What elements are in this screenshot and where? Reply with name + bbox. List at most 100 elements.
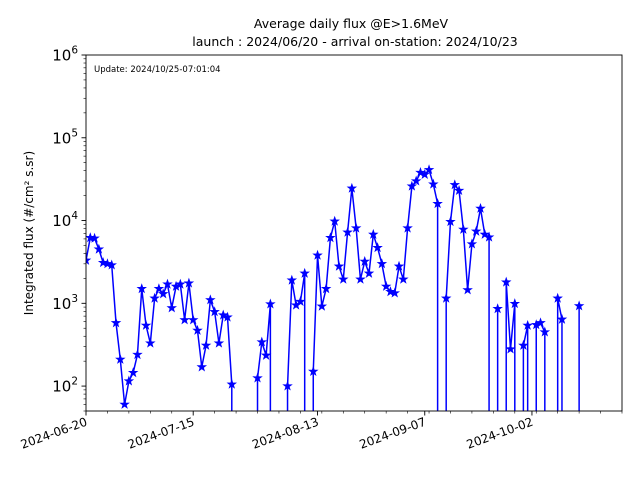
data-point-marker [217,309,229,320]
data-point-marker [423,164,435,175]
data-point-marker [428,178,439,189]
data-point-marker [522,319,533,330]
data-point-marker [539,326,551,337]
data-point-marker [445,216,456,227]
data-point-marker [252,372,263,383]
axes-frame [85,54,623,412]
data-point-marker [552,292,563,303]
data-point-marker [320,283,332,294]
data-point-marker [89,232,100,243]
data-point-marker [119,398,130,409]
data-point-marker [153,283,165,294]
data-point-marker [316,300,328,311]
data-point-marker [440,292,452,303]
data-point-marker [205,294,216,305]
data-point-marker [308,365,319,376]
plot-area [86,164,585,411]
data-point-marker [86,254,92,265]
data-point-marker [333,260,345,271]
data-point-marker [329,215,340,226]
data-point-marker [535,317,546,328]
data-point-marker [286,274,298,285]
y-tick-label: 102 [52,376,78,396]
data-point-marker [368,228,379,239]
data-point-marker [556,313,568,324]
data-point-marker [183,277,195,288]
data-point-marker [376,258,388,269]
data-point-marker [93,243,105,254]
data-point-marker [385,286,396,297]
data-point-marker [145,337,156,348]
data-point-marker [299,267,310,278]
data-point-marker [295,296,306,307]
data-point-marker [406,180,418,191]
data-point-marker [149,292,160,303]
data-point-marker [187,314,199,325]
data-point-marker [573,300,585,311]
data-point-marker [393,260,405,271]
data-point-marker [127,367,139,378]
data-point-marker [449,179,461,190]
data-point-marker [479,228,491,239]
data-point-marker [470,225,482,236]
data-point-marker [372,242,383,253]
y-axis-label: Integrated flux (#/cm² s.sr) [22,151,36,315]
data-point-marker [106,259,117,270]
data-point-marker [492,303,503,314]
data-point-marker [136,283,147,294]
data-point-marker [222,311,233,322]
data-point-marker [509,298,521,309]
data-point-marker [166,302,177,313]
y-tick-label: 104 [52,210,78,230]
data-point-marker [432,198,443,209]
data-point-marker [380,280,392,291]
data-point-marker [175,278,186,289]
data-point-marker [196,361,208,372]
data-point-marker [458,223,469,234]
chart-title-line2: launch : 2024/06/20 - arrival on-station… [192,34,517,49]
data-point-marker [282,380,293,391]
data-point-marker [462,284,473,295]
data-point-marker [518,339,529,350]
data-point-marker [179,314,190,325]
data-point-marker [312,249,323,260]
data-point-marker [140,319,152,330]
data-point-marker [389,287,400,298]
update-annotation: Update: 2024/10/25-07:01:04 [94,65,221,75]
data-point-marker [157,288,169,299]
data-point-marker [200,339,212,350]
data-point-marker [346,182,358,193]
data-point-marker [132,349,143,360]
y-axis: 102 103 104 105 106 [52,45,86,412]
y-tick-label: 103 [52,293,78,313]
data-point-marker [209,306,220,317]
data-point-marker [162,278,173,289]
data-point-marker [350,222,362,233]
data-point-marker [192,324,203,335]
data-point-marker [419,168,431,179]
data-point-marker [475,202,486,213]
data-point-marker [500,276,512,287]
data-point-marker [355,273,366,284]
data-point-marker [325,232,336,243]
data-point-marker [342,226,353,237]
data-point-marker [265,298,276,309]
y-tick-label: 105 [52,127,78,147]
data-point-marker [256,336,268,347]
data-point-marker [123,375,135,386]
data-point-marker [110,317,122,328]
data-point-marker [260,349,272,360]
data-point-marker [226,378,238,389]
data-point-marker [213,337,225,348]
data-point-marker [359,255,370,266]
data-point-marker [483,231,495,242]
data-point-marker [415,167,426,178]
data-point-marker [402,222,413,233]
data-point-marker [453,185,465,196]
data-point-marker [398,273,409,284]
data-point-marker [363,267,375,278]
data-point-marker [115,353,126,364]
data-point-marker [410,175,422,186]
y-tick-label: 106 [52,45,78,65]
